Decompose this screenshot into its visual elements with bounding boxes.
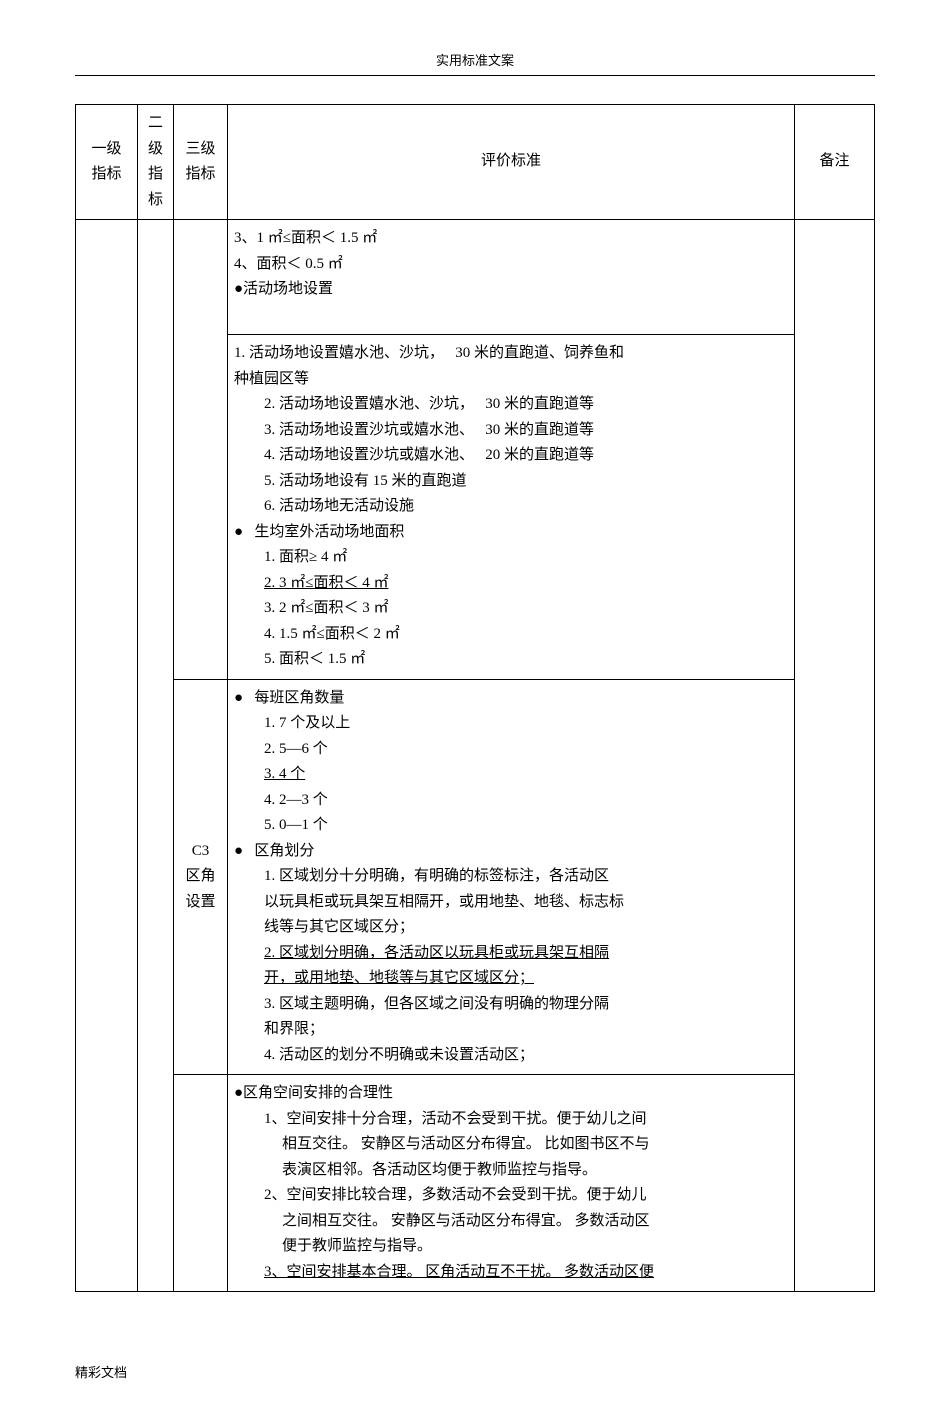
line: 和界限； bbox=[234, 1017, 788, 1043]
line: 3、空间安排基本合理。 区角活动互不干扰。 多数活动区便 bbox=[234, 1260, 788, 1286]
line: 3. 区域主题明确，但各区域之间没有明确的物理分隔 bbox=[234, 992, 788, 1018]
col-header-1-l2: 指标 bbox=[91, 166, 121, 182]
line: 3. 2 ㎡≤面积＜ 3 ㎡ bbox=[234, 596, 788, 622]
col-header-4: 评价标准 bbox=[228, 105, 795, 220]
line: 2. 区域划分明确，各活动区以玩具柜或玩具架互相隔 bbox=[234, 941, 788, 967]
criteria-cell-d: ●区角空间安排的合理性 1、空间安排十分合理，活动不会受到干扰。便于幼儿之间 相… bbox=[228, 1075, 795, 1292]
line: 之间相互交往。 安静区与活动区分布得宜。 多数活动区 bbox=[234, 1209, 788, 1235]
bullet-icon: ● bbox=[234, 839, 243, 865]
line: 线等与其它区域区分； bbox=[234, 915, 788, 941]
line: 5. 0—1 个 bbox=[234, 813, 788, 839]
bullet-icon: ● bbox=[234, 520, 243, 546]
cell-l3-lower bbox=[174, 1075, 228, 1292]
cell-l3-upper bbox=[174, 220, 228, 680]
line: 以玩具柜或玩具架互相隔开，或用地垫、地毯、标志标 bbox=[234, 890, 788, 916]
line: 种植园区等 bbox=[234, 371, 309, 387]
header-rule bbox=[75, 75, 875, 76]
line: 3. 活动场地设置沙坑或嬉水池、 30 米的直跑道等 bbox=[234, 418, 788, 444]
criteria-cell-a: 3、1 ㎡≤面积＜ 1.5 ㎡ 4、面积＜ 0.5 ㎡ ●活动场地设置 bbox=[228, 220, 795, 335]
table-row: C3 区角 设置 ● 每班区角数量 1. 7 个及以上 2. 5—6 个 3. … bbox=[76, 679, 875, 1075]
cell-l3-c3: C3 区角 设置 bbox=[174, 679, 228, 1075]
line: ● 生均室外活动场地面积 bbox=[234, 524, 404, 540]
line: ● 区角划分 bbox=[234, 843, 314, 859]
line: 4. 活动场地设置沙坑或嬉水池、 20 米的直跑道等 bbox=[234, 443, 788, 469]
table-row: ●区角空间安排的合理性 1、空间安排十分合理，活动不会受到干扰。便于幼儿之间 相… bbox=[76, 1075, 875, 1292]
col-header-1-l1: 一级 bbox=[91, 141, 121, 157]
line: 1、空间安排十分合理，活动不会受到干扰。便于幼儿之间 bbox=[234, 1107, 788, 1133]
line: 1. 面积≥ 4 ㎡ bbox=[234, 545, 788, 571]
line: 5. 面积＜ 1.5 ㎡ bbox=[234, 647, 788, 673]
line: 1. 7 个及以上 bbox=[234, 711, 788, 737]
criteria-cell-c: ● 每班区角数量 1. 7 个及以上 2. 5—6 个 3. 4 个 4. 2—… bbox=[228, 679, 795, 1075]
table-header-row: 一级 指标 二 级 指 标 三级 指标 评价标准 备注 bbox=[76, 105, 875, 220]
line: 2、空间安排比较合理，多数活动不会受到干扰。便于幼儿 bbox=[234, 1183, 788, 1209]
criteria-cell-b: 1. 活动场地设置嬉水池、沙坑， 30 米的直跑道、饲养鱼和 种植园区等 2. … bbox=[228, 335, 795, 680]
line: 3、1 ㎡≤面积＜ 1.5 ㎡ bbox=[234, 230, 377, 246]
line: 6. 活动场地无活动设施 bbox=[234, 494, 788, 520]
line: 3. 4 个 bbox=[234, 762, 788, 788]
header-title: 实用标准文案 bbox=[75, 50, 875, 69]
cell-l2 bbox=[138, 220, 174, 1292]
line: 4. 2—3 个 bbox=[234, 788, 788, 814]
col-header-1: 一级 指标 bbox=[76, 105, 138, 220]
line: 相互交往。 安静区与活动区分布得宜。 比如图书区不与 bbox=[234, 1132, 788, 1158]
bullet-icon: ● bbox=[234, 686, 243, 712]
line: 开，或用地垫、地毯等与其它区域区分； bbox=[234, 966, 788, 992]
line: 4、面积＜ 0.5 ㎡ bbox=[234, 256, 343, 272]
table-row: 3、1 ㎡≤面积＜ 1.5 ㎡ 4、面积＜ 0.5 ㎡ ●活动场地设置 bbox=[76, 220, 875, 335]
line: 表演区相邻。各活动区均便于教师监控与指导。 bbox=[234, 1158, 788, 1184]
line: 2. 活动场地设置嬉水池、沙坑， 30 米的直跑道等 bbox=[234, 392, 788, 418]
remark-cell bbox=[795, 220, 875, 1292]
line: 2. 5—6 个 bbox=[234, 737, 788, 763]
line: 1. 区域划分十分明确，有明确的标签标注，各活动区 bbox=[234, 864, 788, 890]
col-header-5: 备注 bbox=[795, 105, 875, 220]
line: 4. 活动区的划分不明确或未设置活动区； bbox=[234, 1043, 788, 1069]
line: ● 每班区角数量 bbox=[234, 690, 344, 706]
line: ●区角空间安排的合理性 bbox=[234, 1085, 393, 1101]
line: ●活动场地设置 bbox=[234, 281, 333, 297]
cell-l1 bbox=[76, 220, 138, 1292]
line: 2. 3 ㎡≤面积＜ 4 ㎡ bbox=[234, 571, 788, 597]
line: 便于教师监控与指导。 bbox=[234, 1234, 788, 1260]
col-header-3: 三级 指标 bbox=[174, 105, 228, 220]
line: 5. 活动场地设有 15 米的直跑道 bbox=[234, 469, 788, 495]
footer-text: 精彩文档 bbox=[75, 1362, 875, 1381]
line: 4. 1.5 ㎡≤面积＜ 2 ㎡ bbox=[234, 622, 788, 648]
evaluation-table: 一级 指标 二 级 指 标 三级 指标 评价标准 备注 bbox=[75, 104, 875, 1292]
col-header-2: 二 级 指 标 bbox=[138, 105, 174, 220]
line: 1. 活动场地设置嬉水池、沙坑， 30 米的直跑道、饲养鱼和 bbox=[234, 345, 624, 361]
